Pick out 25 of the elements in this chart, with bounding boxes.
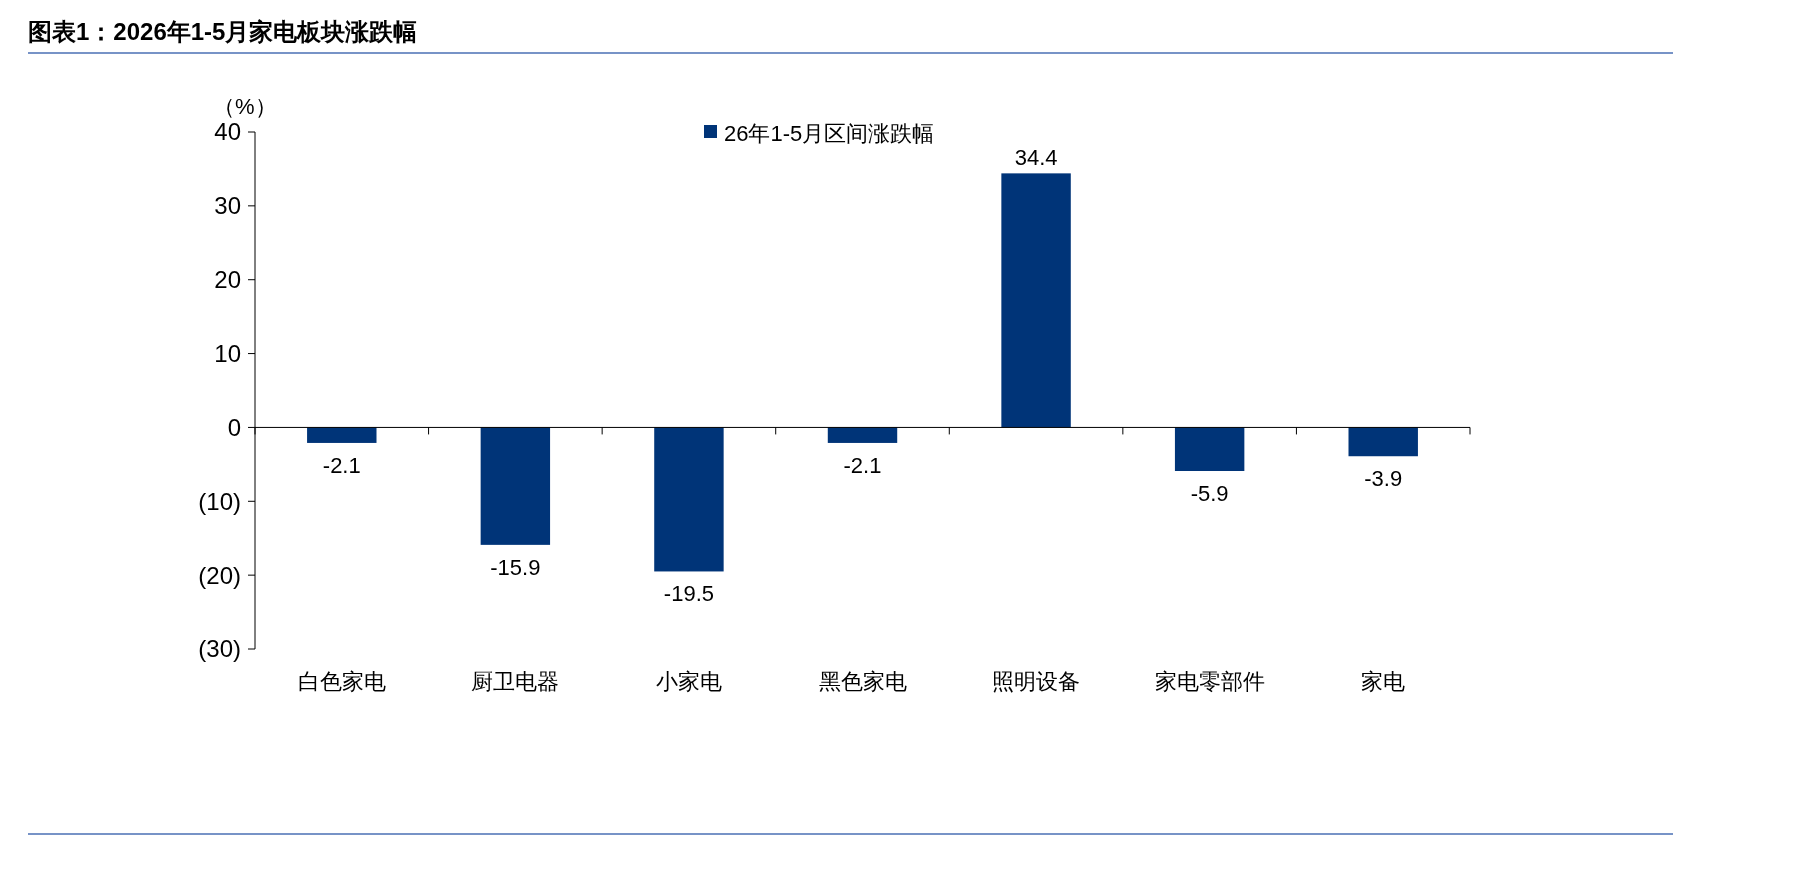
y-tick-label: 30 — [214, 192, 241, 220]
data-label: -2.1 — [843, 452, 882, 478]
x-tick-label: 黑色家电 — [818, 669, 907, 694]
data-label: -15.9 — [490, 554, 541, 580]
data-label: -2.1 — [322, 452, 361, 478]
x-tick-label: 白色家电 — [297, 669, 386, 694]
y-tick-label: 10 — [214, 339, 241, 367]
data-label: 34.4 — [1014, 145, 1058, 171]
y-tick-label: 20 — [214, 266, 241, 294]
y-axis-title: （%） — [213, 94, 277, 119]
data-label: -5.9 — [1190, 481, 1229, 506]
y-tick-label: (30) — [198, 635, 241, 663]
x-tick-label: 厨卫电器 — [471, 669, 560, 694]
y-tick-label: 0 — [227, 413, 241, 441]
chart-title: 图表1：2026年1-5月家电板块涨跌幅 — [28, 18, 418, 45]
y-tick-label: (10) — [198, 487, 241, 515]
y-tick-label: (20) — [198, 561, 241, 589]
y-tick-label: 40 — [214, 118, 241, 146]
data-label: -19.5 — [663, 581, 715, 607]
legend-label: 26年1-5月区间涨跌幅 — [724, 120, 935, 146]
x-tick-label: 家电零部件 — [1154, 669, 1265, 694]
x-tick-label: 家电 — [1361, 669, 1406, 694]
x-tick-label: 小家电 — [655, 669, 722, 694]
data-label: -3.9 — [1364, 466, 1403, 492]
x-tick-label: 照明设备 — [992, 669, 1081, 694]
